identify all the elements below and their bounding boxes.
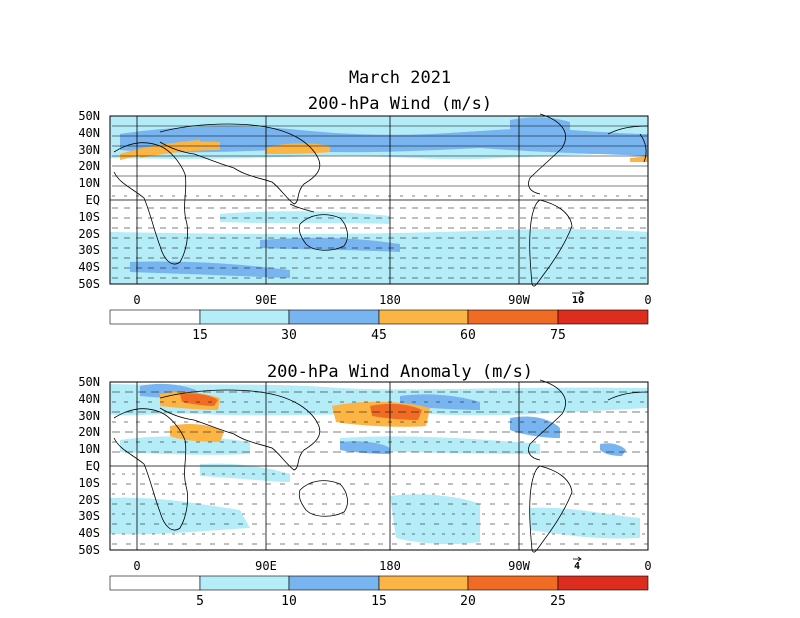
colorbar-label: 15	[192, 328, 208, 343]
colorbar-swatch	[199, 309, 290, 325]
lat-label: 50S	[78, 543, 100, 557]
colorbar-label: 30	[281, 328, 297, 343]
lat-label: 50N	[78, 375, 100, 389]
lat-label: 40N	[78, 126, 100, 140]
wind-colorbar: 15 30 45 60 75	[109, 309, 649, 343]
colorbar-swatch	[378, 309, 469, 325]
figure-title: March 2021	[348, 68, 452, 88]
colorbar-label: 75	[550, 328, 566, 343]
colorbar-swatch	[467, 575, 559, 591]
lon-label: 90E	[255, 293, 277, 307]
colorbar-swatch	[199, 575, 290, 591]
reference-vector-label: 4	[574, 561, 580, 572]
lat-label: 20S	[78, 493, 100, 507]
colorbar-label: 5	[196, 594, 204, 609]
colorbar-swatch	[557, 575, 649, 591]
lat-label: 40S	[78, 260, 100, 274]
lon-label: 0	[644, 293, 651, 307]
anomaly-map-shading	[110, 383, 648, 545]
wind-map-vectors	[112, 125, 648, 279]
lon-label: 0	[133, 293, 140, 307]
lat-label: 40S	[78, 526, 100, 540]
lat-label: 40N	[78, 392, 100, 406]
wind-map-grid	[110, 116, 648, 284]
anomaly-map-panel: 50N 40N 30N 20N 10N EQ 10S 20S 30S 40S 5…	[78, 375, 651, 609]
lon-label: 0	[644, 559, 651, 573]
colorbar-swatch	[109, 575, 201, 591]
reference-vector-label: 10	[572, 295, 584, 306]
anomaly-colorbar: 5 10 15 20 25	[109, 575, 649, 609]
wind-panel-title: 200-hPa Wind (m/s)	[307, 94, 493, 114]
lon-label: 0	[133, 559, 140, 573]
lon-label: 180	[379, 293, 401, 307]
colorbar-swatch	[288, 575, 380, 591]
colorbar-swatch	[557, 309, 649, 325]
lat-label: 30N	[78, 143, 100, 157]
wind-lon-labels: 0 90E 180 90W 0	[133, 293, 651, 307]
colorbar-label: 60	[460, 328, 476, 343]
colorbar-label: 45	[371, 328, 387, 343]
colorbar-label: 20	[460, 594, 476, 609]
lat-label: 10N	[78, 442, 100, 456]
anomaly-map-grid	[110, 382, 648, 550]
lat-label: 10N	[78, 176, 100, 190]
lat-label: 10S	[78, 210, 100, 224]
colorbar-swatch	[288, 309, 380, 325]
anomaly-map-frame	[109, 381, 649, 551]
wind-map-panel: 50N 40N 30N 20N 10N EQ 10S 20S 30S 40S 5…	[78, 109, 651, 343]
colorbar-label: 25	[550, 594, 566, 609]
colorbar-swatch	[467, 309, 559, 325]
lat-label: 10S	[78, 476, 100, 490]
lat-label: 50N	[78, 109, 100, 123]
lon-label: 90E	[255, 559, 277, 573]
colorbar-swatch	[378, 575, 469, 591]
wind-map-frame	[109, 115, 649, 285]
wind-lat-labels: 50N 40N 30N 20N 10N EQ 10S 20S 30S 40S 5…	[78, 109, 100, 291]
lat-label: 20N	[78, 425, 100, 439]
lat-label: 30S	[78, 509, 100, 523]
colorbar-swatch	[109, 309, 201, 325]
anomaly-reference-vector: 4	[573, 556, 582, 572]
colorbar-label: 10	[281, 594, 297, 609]
anomaly-lat-labels: 50N 40N 30N 20N 10N EQ 10S 20S 30S 40S 5…	[78, 375, 100, 557]
lon-label: 90W	[508, 559, 530, 573]
wind-map-shading	[110, 116, 648, 284]
wind-map-coastlines	[113, 113, 649, 287]
colorbar-label: 15	[371, 594, 387, 609]
lat-label: 50S	[78, 277, 100, 291]
wind-reference-vector: 10	[572, 290, 585, 306]
lon-label: 90W	[508, 293, 530, 307]
anomaly-lon-labels: 0 90E 180 90W 0	[133, 559, 651, 573]
lat-label: 30S	[78, 243, 100, 257]
lat-label: 30N	[78, 409, 100, 423]
anomaly-panel-title: 200-hPa Wind Anomaly (m/s)	[266, 362, 534, 382]
lat-label: EQ	[86, 459, 100, 473]
lat-label: 20N	[78, 159, 100, 173]
lon-label: 180	[379, 559, 401, 573]
lat-label: 20S	[78, 227, 100, 241]
lat-label: EQ	[86, 193, 100, 207]
anomaly-map-vectors	[112, 391, 648, 545]
